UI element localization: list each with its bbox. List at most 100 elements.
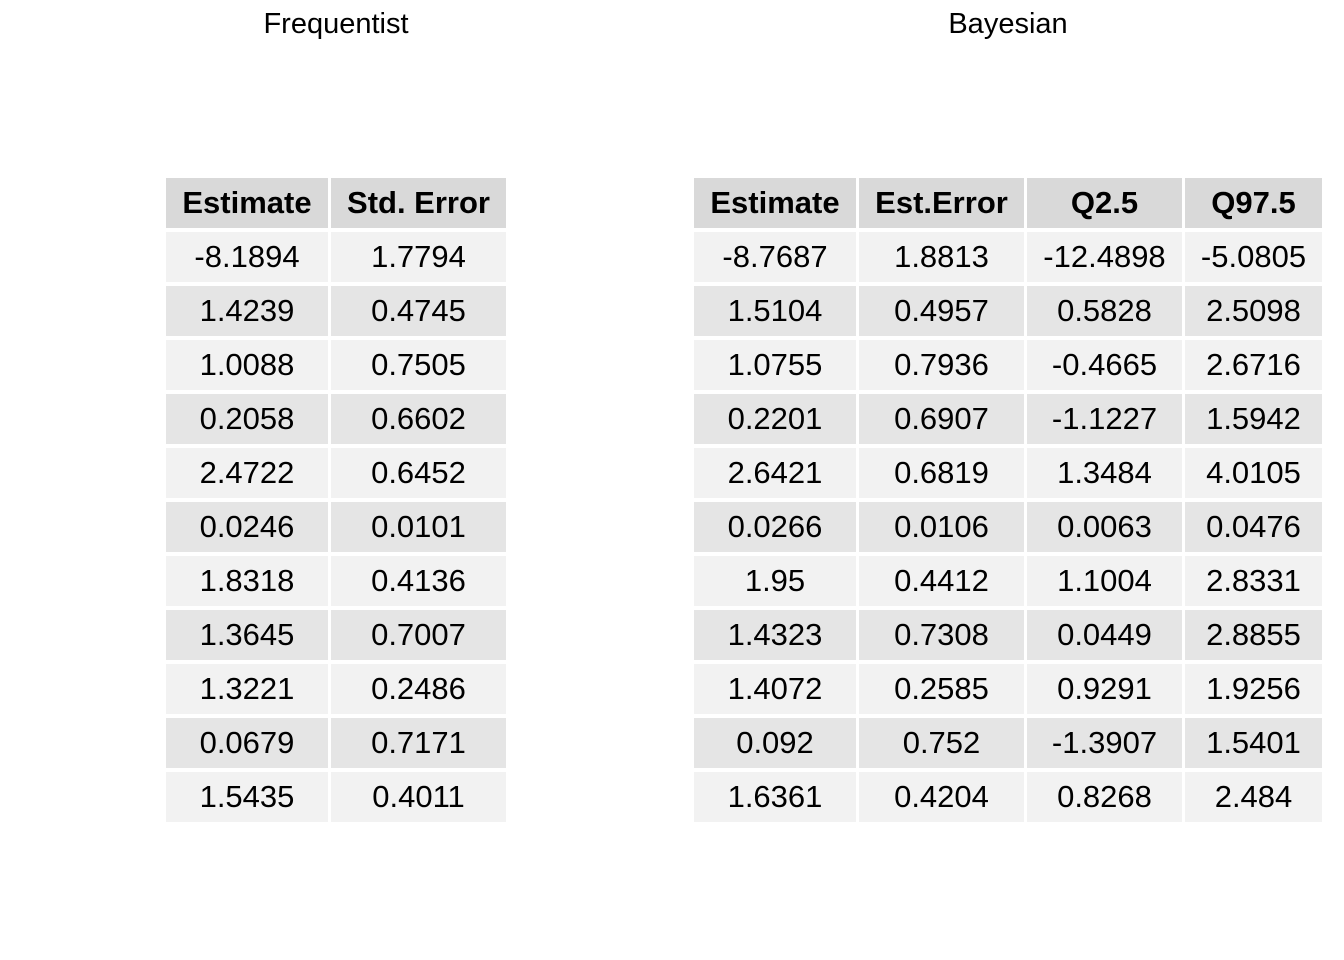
table-cell: -12.4898 bbox=[1027, 232, 1185, 286]
table-cell: 0.4957 bbox=[859, 286, 1027, 340]
column-header: Estimate bbox=[694, 178, 859, 232]
bayesian-title: Bayesian bbox=[948, 8, 1068, 40]
table-cell: 1.3484 bbox=[1027, 448, 1185, 502]
table-cell: 4.0105 bbox=[1185, 448, 1322, 502]
table-cell: 0.4011 bbox=[331, 772, 506, 826]
table-row: 0.0266 0.0106 0.0063 0.0476 bbox=[694, 502, 1322, 556]
table-row: 2.6421 0.6819 1.3484 4.0105 bbox=[694, 448, 1322, 502]
table-cell: 0.6452 bbox=[331, 448, 506, 502]
table-row: 1.5104 0.4957 0.5828 2.5098 bbox=[694, 286, 1322, 340]
table-cell: 2.8855 bbox=[1185, 610, 1322, 664]
table-cell: 1.4323 bbox=[694, 610, 859, 664]
table-cell: 0.092 bbox=[694, 718, 859, 772]
table-cell: 0.4745 bbox=[331, 286, 506, 340]
table-cell: 1.5104 bbox=[694, 286, 859, 340]
table-cell: 1.6361 bbox=[694, 772, 859, 826]
column-header: Q2.5 bbox=[1027, 178, 1185, 232]
bayesian-table: Estimate Est.Error Q2.5 Q97.5 -8.7687 1.8813… bbox=[694, 178, 1322, 826]
table-cell: 2.8331 bbox=[1185, 556, 1322, 610]
table-cell: 1.3221 bbox=[166, 664, 331, 718]
table-row: -8.7687 1.8813 -12.4898 -5.0805 bbox=[694, 232, 1322, 286]
frequentist-title: Frequentist bbox=[263, 8, 409, 40]
table-cell: 0.7936 bbox=[859, 340, 1027, 394]
table-cell: 0.2201 bbox=[694, 394, 859, 448]
table-cell: 1.8318 bbox=[166, 556, 331, 610]
table-row: -8.1894 1.7794 bbox=[166, 232, 506, 286]
table-cell: 1.1004 bbox=[1027, 556, 1185, 610]
table-row: 2.4722 0.6452 bbox=[166, 448, 506, 502]
table-cell: 0.6602 bbox=[331, 394, 506, 448]
table-cell: 1.0755 bbox=[694, 340, 859, 394]
table-row: 1.0755 0.7936 -0.4665 2.6716 bbox=[694, 340, 1322, 394]
table-cell: 0.7308 bbox=[859, 610, 1027, 664]
table-row: 0.092 0.752 -1.3907 1.5401 bbox=[694, 718, 1322, 772]
table-row: 1.0088 0.7505 bbox=[166, 340, 506, 394]
table-row: 1.95 0.4412 1.1004 2.8331 bbox=[694, 556, 1322, 610]
table-cell: 0.0246 bbox=[166, 502, 331, 556]
table-cell: 2.4722 bbox=[166, 448, 331, 502]
table-cell: 1.95 bbox=[694, 556, 859, 610]
table-row: 0.0679 0.7171 bbox=[166, 718, 506, 772]
table-cell: 0.0679 bbox=[166, 718, 331, 772]
table-cell: -8.1894 bbox=[166, 232, 331, 286]
table-cell: -5.0805 bbox=[1185, 232, 1322, 286]
table-cell: 1.7794 bbox=[331, 232, 506, 286]
header-row: Estimate Est.Error Q2.5 Q97.5 bbox=[694, 178, 1322, 232]
table-cell: 0.0266 bbox=[694, 502, 859, 556]
table-cell: -1.3907 bbox=[1027, 718, 1185, 772]
column-header: Estimate bbox=[166, 178, 331, 232]
table-cell: 1.8813 bbox=[859, 232, 1027, 286]
table-cell: 2.484 bbox=[1185, 772, 1322, 826]
table-row: 1.4323 0.7308 0.0449 2.8855 bbox=[694, 610, 1322, 664]
table-cell: 0.2058 bbox=[166, 394, 331, 448]
table-cell: 2.5098 bbox=[1185, 286, 1322, 340]
table-cell: 1.9256 bbox=[1185, 664, 1322, 718]
table-cell: 2.6421 bbox=[694, 448, 859, 502]
table-cell: 0.9291 bbox=[1027, 664, 1185, 718]
column-header: Est.Error bbox=[859, 178, 1027, 232]
table-cell: -0.4665 bbox=[1027, 340, 1185, 394]
table-row: 1.4239 0.4745 bbox=[166, 286, 506, 340]
table-cell: 0.0101 bbox=[331, 502, 506, 556]
table-cell: 1.5942 bbox=[1185, 394, 1322, 448]
table-cell: 0.0449 bbox=[1027, 610, 1185, 664]
table-row: 0.2058 0.6602 bbox=[166, 394, 506, 448]
table-cell: 0.5828 bbox=[1027, 286, 1185, 340]
table-cell: 1.5435 bbox=[166, 772, 331, 826]
table-cell: 0.7505 bbox=[331, 340, 506, 394]
table-row: 1.8318 0.4136 bbox=[166, 556, 506, 610]
table-cell: 1.4072 bbox=[694, 664, 859, 718]
table-cell: 0.8268 bbox=[1027, 772, 1185, 826]
table-cell: 1.0088 bbox=[166, 340, 331, 394]
column-header: Q97.5 bbox=[1185, 178, 1322, 232]
table-row: 1.3221 0.2486 bbox=[166, 664, 506, 718]
table-cell: -8.7687 bbox=[694, 232, 859, 286]
table-row: 0.0246 0.0101 bbox=[166, 502, 506, 556]
table-cell: 0.752 bbox=[859, 718, 1027, 772]
table-cell: 0.0063 bbox=[1027, 502, 1185, 556]
table-cell: -1.1227 bbox=[1027, 394, 1185, 448]
table-cell: 0.4412 bbox=[859, 556, 1027, 610]
frequentist-table: Estimate Std. Error -8.1894 1.7794 1.4239 0.… bbox=[166, 178, 506, 826]
table-cell: 0.0106 bbox=[859, 502, 1027, 556]
table-cell: 0.6819 bbox=[859, 448, 1027, 502]
table-row: 1.5435 0.4011 bbox=[166, 772, 506, 826]
table-cell: 1.4239 bbox=[166, 286, 331, 340]
table-cell: 0.0476 bbox=[1185, 502, 1322, 556]
table-cell: 0.2486 bbox=[331, 664, 506, 718]
table-cell: 0.7007 bbox=[331, 610, 506, 664]
table-cell: 0.2585 bbox=[859, 664, 1027, 718]
table-cell: 0.4204 bbox=[859, 772, 1027, 826]
table-row: 1.6361 0.4204 0.8268 2.484 bbox=[694, 772, 1322, 826]
table-cell: 0.7171 bbox=[331, 718, 506, 772]
table-row: 1.4072 0.2585 0.9291 1.9256 bbox=[694, 664, 1322, 718]
table-cell: 1.5401 bbox=[1185, 718, 1322, 772]
column-header: Std. Error bbox=[331, 178, 506, 232]
table-cell: 0.4136 bbox=[331, 556, 506, 610]
table-row: 1.3645 0.7007 bbox=[166, 610, 506, 664]
table-row: 0.2201 0.6907 -1.1227 1.5942 bbox=[694, 394, 1322, 448]
table-cell: 2.6716 bbox=[1185, 340, 1322, 394]
table-cell: 0.6907 bbox=[859, 394, 1027, 448]
header-row: Estimate Std. Error bbox=[166, 178, 506, 232]
table-cell: 1.3645 bbox=[166, 610, 331, 664]
